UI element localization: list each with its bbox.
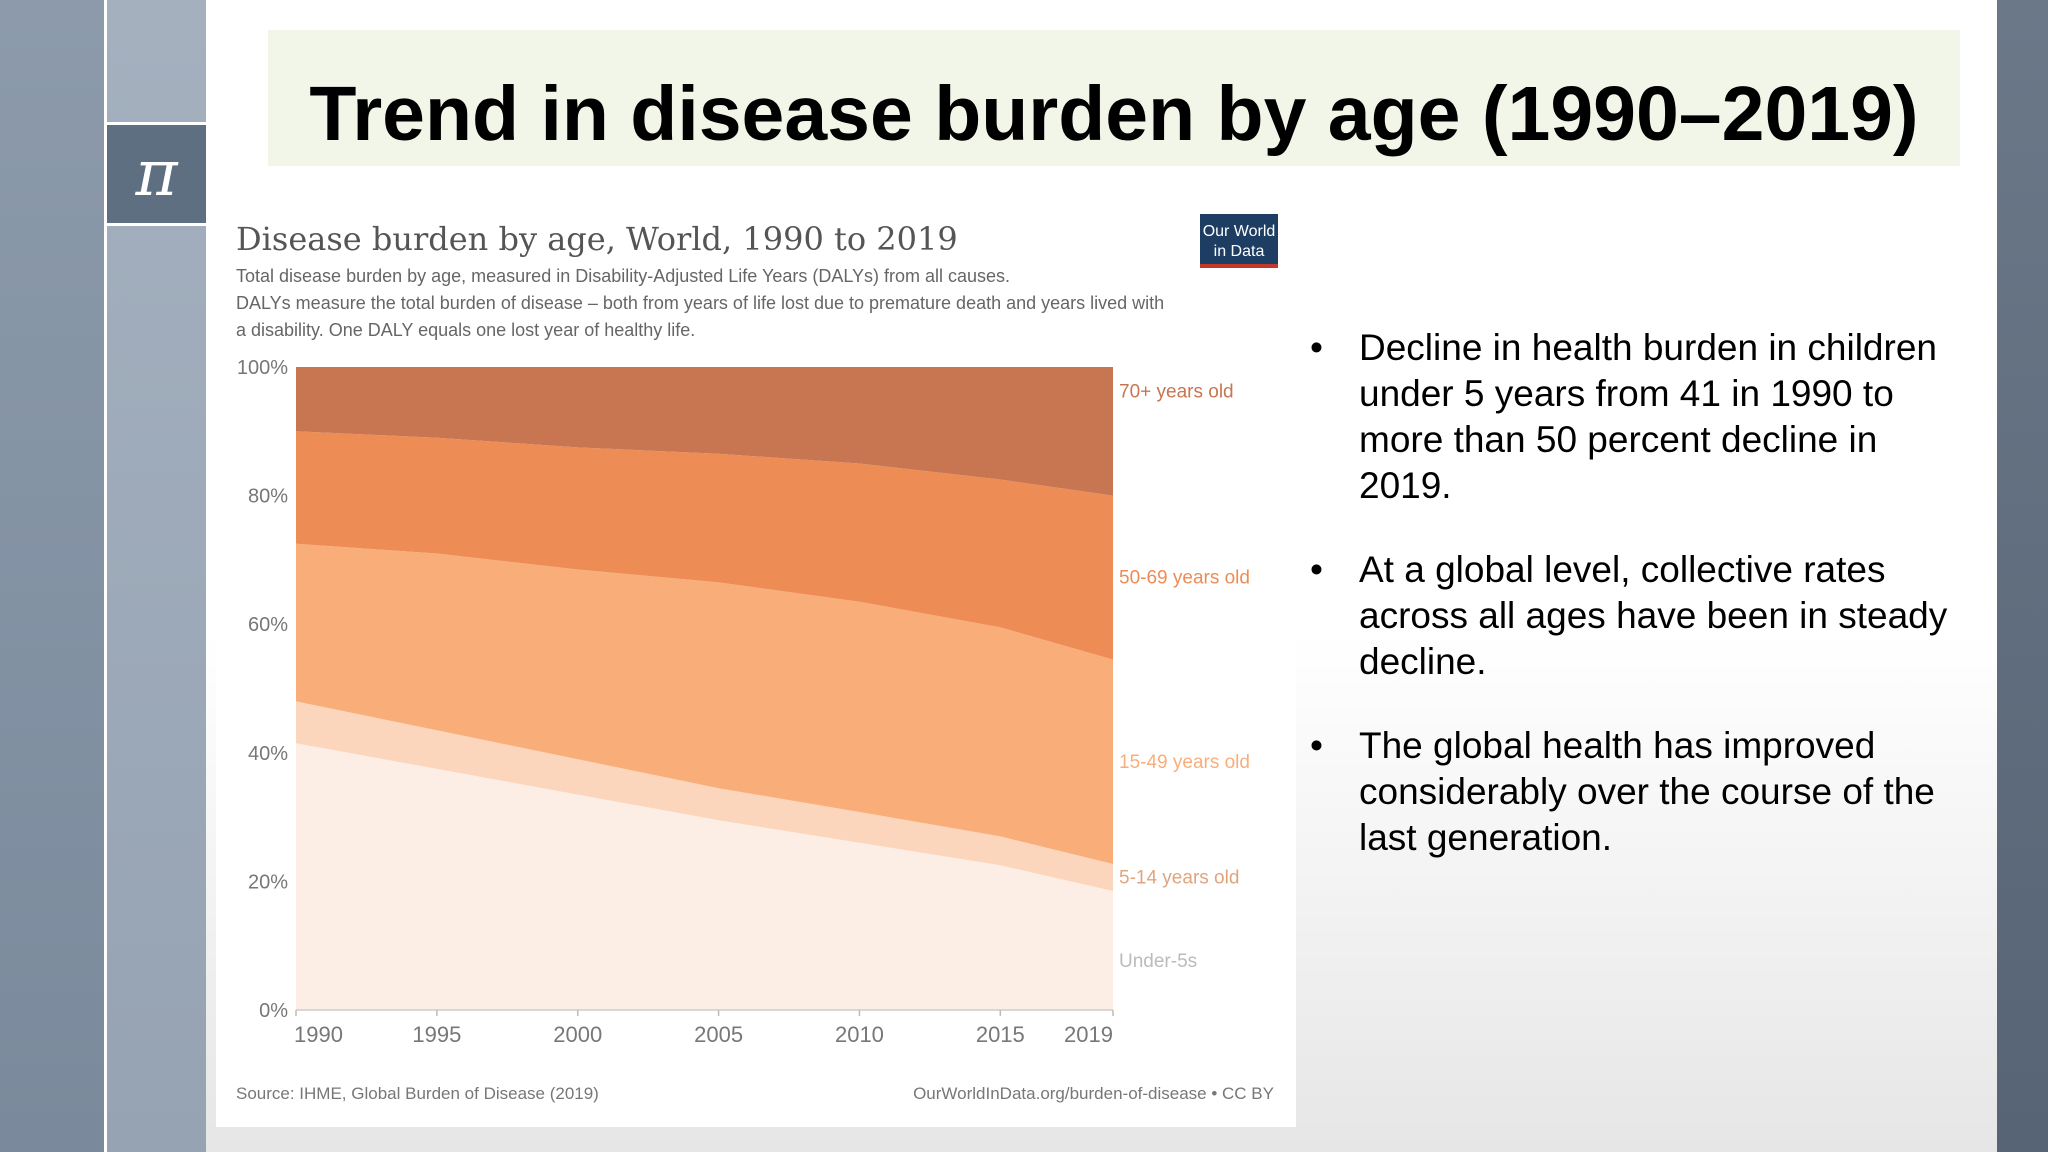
y-tick-label: 100% <box>237 357 288 379</box>
chart-subtitle-line-3: a disability. One DALY equals one lost y… <box>236 320 695 340</box>
series-label: 70+ years old <box>1119 381 1234 402</box>
x-tick-label: 2019 <box>1064 1022 1113 1047</box>
series-label: 50-69 years old <box>1119 568 1250 589</box>
owid-logo-line-1: Our World <box>1203 223 1276 240</box>
x-tick-label: 2015 <box>976 1022 1025 1047</box>
left-decor-band <box>0 0 104 1152</box>
owid-logo: Our World in Data <box>1200 214 1278 268</box>
series-label: Under-5s <box>1119 951 1197 972</box>
slide-title: Trend in disease burden by age (1990–201… <box>309 71 1919 157</box>
chart-credit: OurWorldInData.org/burden-of-disease • C… <box>913 1084 1274 1103</box>
chart-subtitle-line-1: Total disease burden by age, measured in… <box>236 266 1010 286</box>
x-tick-label: 1995 <box>412 1022 461 1047</box>
bullet-list: • Decline in health burden in children un… <box>1310 325 1980 899</box>
bullet-item: • Decline in health burden in children un… <box>1310 325 1980 509</box>
x-tick-label: 2010 <box>835 1022 884 1047</box>
y-tick-label: 60% <box>248 614 288 636</box>
chart-subtitle-line-2: DALYs measure the total burden of diseas… <box>236 293 1164 313</box>
chart-source: Source: IHME, Global Burden of Disease (… <box>236 1084 599 1103</box>
y-tick-labels: 0% 20% 40% 60% 80% 100% <box>237 357 288 1022</box>
chart-image: 0% 20% 40% 60% 80% 100% 1990 1995 2000 2005 2010 2… <box>216 202 1296 1127</box>
area-under-5s <box>296 743 1113 1010</box>
bullet-item: • At a global level, collective rates acr… <box>1310 547 1980 685</box>
area-70-years-old <box>296 367 1113 496</box>
area-50-69-years-old <box>296 431 1113 660</box>
x-tick-labels: 1990 1995 2000 2005 2010 2015 2019 <box>294 1010 1114 1047</box>
owid-logo-line-2: in Data <box>1214 243 1265 260</box>
pi-logo-icon: π <box>104 122 206 226</box>
x-tick-label: 2000 <box>553 1022 602 1047</box>
area-5-14-years-old <box>296 701 1113 891</box>
bullet-text: At a global level, collective rates acro… <box>1359 549 1948 682</box>
owid-chart: 0% 20% 40% 60% 80% 100% 1990 1995 2000 2005 2010 2… <box>236 214 1278 1103</box>
bullet-dot-icon: • <box>1310 725 1323 766</box>
series-label: 15-49 years old <box>1119 752 1250 773</box>
right-decor-band <box>1997 0 2048 1152</box>
bullet-dot-icon: • <box>1310 549 1323 590</box>
bullet-dot-icon: • <box>1310 327 1323 368</box>
y-tick-label: 80% <box>248 486 288 508</box>
area-15-49-years-old <box>296 543 1113 864</box>
y-tick-label: 20% <box>248 871 288 893</box>
chart-title: Disease burden by age, World, 1990 to 20… <box>236 220 958 258</box>
series-label: 5-14 years old <box>1119 868 1239 889</box>
bullet-text: The global health has improved considera… <box>1359 725 1935 858</box>
y-tick-label: 0% <box>259 1000 288 1022</box>
area-layers <box>296 367 1113 1010</box>
series-labels: Under-5s 5-14 years old 15-49 years old 50-… <box>1119 381 1250 972</box>
y-tick-label: 40% <box>248 743 288 765</box>
x-tick-label: 2005 <box>694 1022 743 1047</box>
title-banner <box>268 30 1960 166</box>
x-tick-label: 1990 <box>294 1022 343 1047</box>
left-decor-divider <box>104 0 107 1152</box>
bullet-item: • The global health has improved consider… <box>1310 723 1980 861</box>
bullet-text: Decline in health burden in children und… <box>1359 327 1937 506</box>
